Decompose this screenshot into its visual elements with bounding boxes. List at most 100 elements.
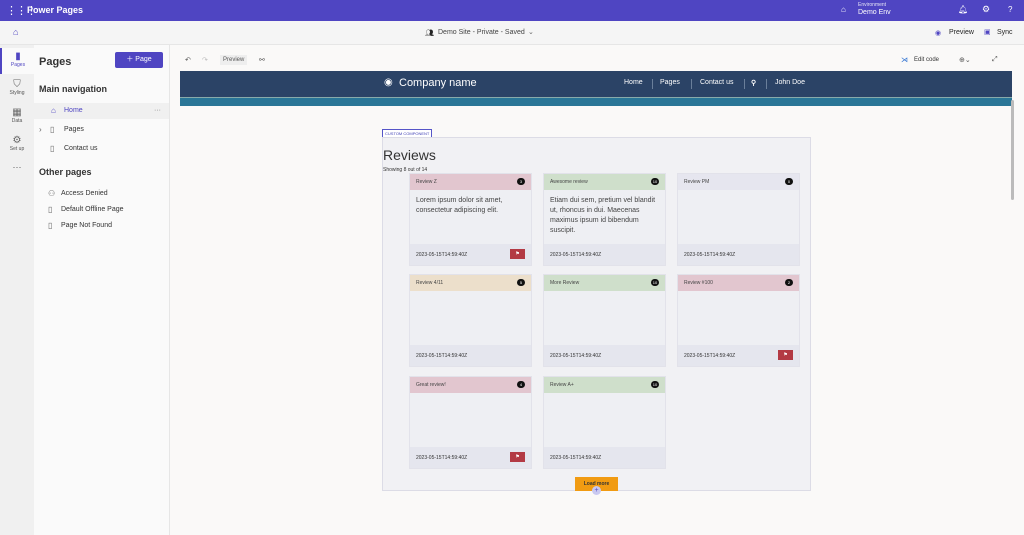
bell-icon[interactable]: 🔔︎ — [958, 5, 969, 14]
more-icon[interactable]: ··· — [12, 162, 22, 172]
command-bar: ⌂ 👥︎ Demo Site - Private - Saved ⌄ ◉ Pre… — [0, 21, 1024, 45]
page-icon: ▮ — [15, 51, 21, 62]
canvas-toolbar: ↶ ↷ Preview ⚯ ⋊ Edit code ⊕⌄ ⤢ — [180, 52, 1020, 70]
app-title: Power Pages — [27, 5, 84, 15]
load-more-button[interactable]: Load more — [575, 477, 618, 491]
review-title: Review A+ — [550, 382, 574, 388]
nav-item-contact-us[interactable]: ▯ Contact us — [34, 141, 169, 157]
review-title: Review Z — [416, 179, 437, 185]
left-rail: ▮ Pages ⛉ Styling ▦ Data ⚙ Set up ··· — [0, 45, 34, 535]
chevron-right-icon[interactable]: › — [39, 125, 42, 134]
add-page-label: Page — [135, 56, 152, 63]
review-title: Awesome review — [550, 179, 588, 185]
other-pages-heading: Other pages — [39, 167, 92, 177]
reviews-title: Reviews — [383, 147, 436, 163]
app-launcher-icon[interactable]: ⋮⋮⋮ — [6, 5, 37, 17]
review-date: 2023-05-15T14:59:40Z — [416, 455, 468, 461]
logo-icon: ◉ — [384, 77, 393, 88]
review-count-badge: 5 — [517, 279, 525, 286]
nav-item-default-offline[interactable]: ▯ Default Offline Page — [34, 202, 169, 218]
nav-item-access-denied[interactable]: ⚇ Access Denied — [34, 186, 169, 202]
nav-label: Default Offline Page — [61, 206, 124, 213]
company-name[interactable]: Company name — [399, 77, 477, 89]
preview-toggle[interactable]: Preview — [220, 55, 248, 65]
vscode-icon: ⋊ — [901, 57, 908, 64]
search-icon[interactable]: ⚲ — [751, 80, 757, 87]
rail-label: Styling — [9, 90, 25, 96]
review-count-badge: 3 — [517, 178, 525, 185]
add-page-button[interactable]: ＋ Page — [115, 52, 163, 68]
review-date: 2023-05-15T14:59:40Z — [550, 353, 602, 359]
rail-item-styling[interactable]: ⛉ Styling — [0, 76, 34, 102]
environment-name[interactable]: Demo Env — [858, 9, 891, 16]
main-navigation-heading: Main navigation — [39, 84, 108, 94]
pages-panel: Pages ＋ Page Main navigation ⌂ Home ··· › ▯… — [34, 45, 170, 535]
sync-button[interactable]: Sync — [997, 29, 1013, 36]
review-date: 2023-05-15T14:59:40Z — [416, 353, 468, 359]
environment-label: Environment — [858, 2, 887, 8]
expand-icon[interactable]: ⤢ — [992, 56, 998, 63]
review-card[interactable]: Great review! 4 2023-05-15T14:59:40Z ⚑ — [409, 376, 532, 469]
review-card[interactable]: Review Z 3 Lorem ipsum dolor sit amet, co… — [409, 173, 532, 266]
undo-icon[interactable]: ↶ — [185, 57, 191, 64]
rail-item-pages[interactable]: ▮ Pages — [0, 48, 34, 74]
gear-icon[interactable]: ⚙ — [982, 4, 991, 14]
site-nav-contact[interactable]: Contact us — [700, 79, 734, 86]
table-icon: ▦ — [12, 107, 22, 118]
help-icon[interactable]: ? — [1008, 5, 1013, 14]
more-options-icon[interactable]: ··· — [154, 107, 161, 114]
page-search-icon: ▯ — [48, 221, 53, 230]
review-count-badge: 4 — [517, 381, 525, 388]
panel-title: Pages — [39, 56, 72, 68]
review-footer: 2023-05-15T14:59:40Z — [544, 244, 665, 265]
review-card[interactable]: Review #100 2 2023-05-15T14:59:40Z ⚑ — [677, 274, 800, 367]
nav-label: Home — [64, 107, 83, 114]
review-date: 2023-05-15T14:59:40Z — [416, 252, 468, 258]
chevron-down-icon[interactable]: ⌄ — [528, 29, 534, 36]
review-card-header: Review A+ 10 — [544, 377, 665, 393]
review-card-header: Review Z 3 — [410, 174, 531, 190]
site-banner — [180, 97, 1012, 106]
flag-button[interactable]: ⚑ — [510, 249, 525, 259]
nav-item-page-not-found[interactable]: ▯ Page Not Found — [34, 218, 169, 234]
flag-button[interactable]: ⚑ — [778, 350, 793, 360]
review-card-header: Awesome review 10 — [544, 174, 665, 190]
review-card-header: Review 4/11 5 — [410, 275, 531, 291]
site-status[interactable]: Demo Site - Private - Saved — [438, 29, 525, 36]
nav-item-pages[interactable]: › ▯ Pages — [34, 122, 169, 138]
link-icon[interactable]: ⚯ — [259, 57, 265, 64]
site-nav-home[interactable]: Home — [624, 79, 643, 86]
review-card-header: Review #100 2 — [678, 275, 799, 291]
flag-icon: ⚑ — [783, 352, 788, 358]
nav-label: Contact us — [64, 145, 98, 152]
environment-icon: ⌂ — [841, 5, 846, 14]
flag-button[interactable]: ⚑ — [510, 452, 525, 462]
preview-button[interactable]: Preview — [949, 29, 974, 36]
top-bar: ⋮⋮⋮ Power Pages ⌂ Environment Demo Env 🔔… — [0, 0, 1024, 21]
reviews-component[interactable]: Reviews Showing 8 out of 14 Review Z 3 Lo… — [382, 137, 811, 491]
review-count-badge: 2 — [785, 279, 793, 286]
edit-code-button[interactable]: Edit code — [914, 57, 940, 63]
add-section-icon[interactable]: + — [592, 486, 601, 495]
zoom-icon[interactable]: ⊕⌄ — [959, 57, 971, 64]
eye-icon: ◉ — [935, 30, 942, 37]
review-card[interactable]: Awesome review 10 Etiam dui sem, pretium … — [543, 173, 666, 266]
scrollbar[interactable] — [1011, 100, 1014, 200]
rail-item-data[interactable]: ▦ Data — [0, 104, 34, 130]
review-body — [544, 291, 665, 346]
showing-count: Showing 8 out of 14 — [383, 167, 428, 173]
review-card[interactable]: More Review 10 2023-05-15T14:59:40Z — [543, 274, 666, 367]
review-card[interactable]: Review PM 0 2023-05-15T14:59:40Z — [677, 173, 800, 266]
user-menu[interactable]: John Doe — [775, 79, 805, 86]
site-icon: 👥︎ — [425, 30, 434, 37]
nav-item-home[interactable]: ⌂ Home ··· — [34, 103, 169, 119]
redo-icon[interactable]: ↷ — [202, 57, 208, 64]
rail-label: Data — [11, 118, 23, 124]
review-card[interactable]: Review 4/11 5 2023-05-15T14:59:40Z — [409, 274, 532, 367]
rail-item-setup[interactable]: ⚙ Set up — [0, 132, 34, 158]
site-nav-pages[interactable]: Pages — [660, 79, 680, 86]
home-icon[interactable]: ⌂ — [13, 27, 19, 37]
review-card[interactable]: Review A+ 10 2023-05-15T14:59:40Z — [543, 376, 666, 469]
review-footer: 2023-05-15T14:59:40Z — [678, 244, 799, 265]
rail-label: Set up — [9, 146, 25, 152]
